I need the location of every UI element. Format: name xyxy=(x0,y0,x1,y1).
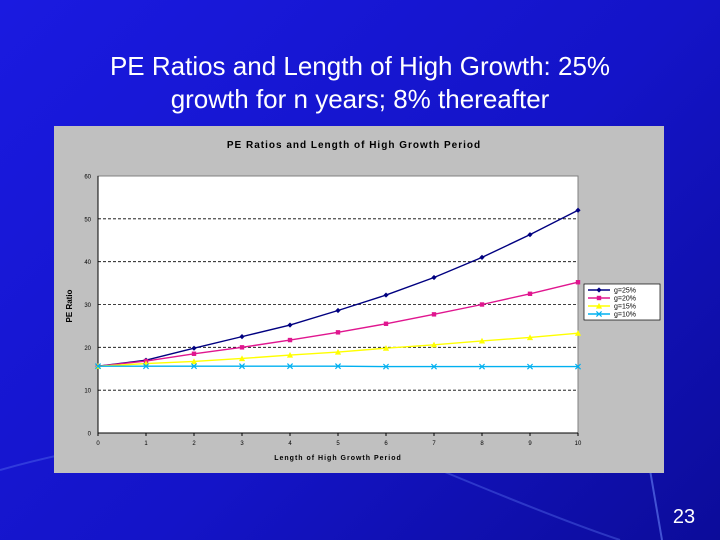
data-point xyxy=(191,345,197,351)
legend-label-2: g=20% xyxy=(614,296,636,303)
x-tick-label: 1 xyxy=(144,441,148,447)
data-point xyxy=(431,312,437,317)
data-point xyxy=(238,355,246,362)
legend-marker-2 xyxy=(596,295,602,301)
x-tick-label: 8 xyxy=(480,441,484,447)
x-tick-label: 6 xyxy=(384,441,388,447)
chart-title: PE Ratios and Length of High Growth Peri… xyxy=(227,140,481,151)
data-point xyxy=(286,351,294,358)
legend-label-4: g=10% xyxy=(614,312,636,319)
slide-title-line-1: PE Ratios and Length of High Growth: 25% xyxy=(109,51,611,81)
legend-label-1: g=25% xyxy=(614,288,636,295)
slide-title-line-2: growth for n years; 8% thereafter xyxy=(170,84,550,114)
data-point xyxy=(527,232,533,238)
y-tick-label: 10 xyxy=(84,389,91,395)
y-tick-label: 20 xyxy=(84,346,91,352)
data-point xyxy=(526,334,534,341)
data-point xyxy=(238,363,246,370)
y-tick-label: 50 xyxy=(84,217,91,223)
y-tick-label: 60 xyxy=(84,175,91,181)
data-point xyxy=(574,363,582,370)
chart-panel: PE Ratios and Length of High Growth Peri… xyxy=(54,126,664,473)
y-tick-label: 40 xyxy=(84,260,91,266)
data-point xyxy=(526,363,534,370)
x-tick-label: 4 xyxy=(288,441,292,447)
legend-marker-3 xyxy=(595,302,603,309)
data-point xyxy=(142,363,150,370)
y-axis-label: PE Ratio xyxy=(65,289,74,322)
data-point xyxy=(334,348,342,355)
y-tick-label: 0 xyxy=(88,432,92,438)
x-tick-label: 2 xyxy=(192,441,196,447)
x-tick-label: 10 xyxy=(575,441,582,447)
legend-marker-1 xyxy=(596,287,602,293)
data-point xyxy=(479,254,485,260)
x-tick-label: 7 xyxy=(432,441,436,447)
legend-marker-4 xyxy=(595,310,603,318)
data-point xyxy=(527,291,533,296)
data-point xyxy=(286,363,294,370)
data-point xyxy=(382,345,390,351)
data-point xyxy=(287,322,293,328)
x-tick-label: 3 xyxy=(240,441,244,447)
page-number: 23 xyxy=(672,506,696,528)
y-tick-label: 30 xyxy=(84,303,91,309)
data-series xyxy=(94,207,582,370)
data-point xyxy=(575,280,581,285)
data-point xyxy=(382,363,390,370)
data-point xyxy=(478,363,486,370)
pe-ratio-line-chart: PE Ratios and Length of High Growth Peri… xyxy=(65,140,661,462)
data-point xyxy=(574,330,582,336)
slide-title: PE Ratios and Length of High Growth: 25%… xyxy=(40,50,680,116)
data-point xyxy=(239,334,245,340)
data-point xyxy=(383,292,389,298)
data-point xyxy=(94,363,102,370)
data-point xyxy=(190,363,198,370)
data-point xyxy=(430,363,438,370)
data-point xyxy=(478,337,486,344)
data-point xyxy=(287,337,293,343)
data-point xyxy=(190,358,198,365)
data-point xyxy=(334,363,342,370)
legend-label-3: g=15% xyxy=(614,304,636,311)
data-point xyxy=(479,302,485,307)
data-point xyxy=(335,330,341,335)
x-tick-label: 5 xyxy=(336,441,340,447)
data-point xyxy=(575,207,581,213)
legend: g=25%g=20%g=15%g=10% xyxy=(583,283,661,321)
data-point xyxy=(430,341,438,348)
x-axis-label: Length of High Growth Period xyxy=(274,455,402,462)
grid-lines xyxy=(98,218,578,391)
axes: 0 10 20 30 40 50 60 0 1 2 3 4 5 6 7 8 9 10 xyxy=(84,175,582,448)
x-tick-label: 0 xyxy=(96,441,100,447)
x-tick-label: 9 xyxy=(528,441,532,447)
data-point xyxy=(239,345,245,350)
data-point xyxy=(191,351,197,356)
data-point xyxy=(383,321,389,326)
